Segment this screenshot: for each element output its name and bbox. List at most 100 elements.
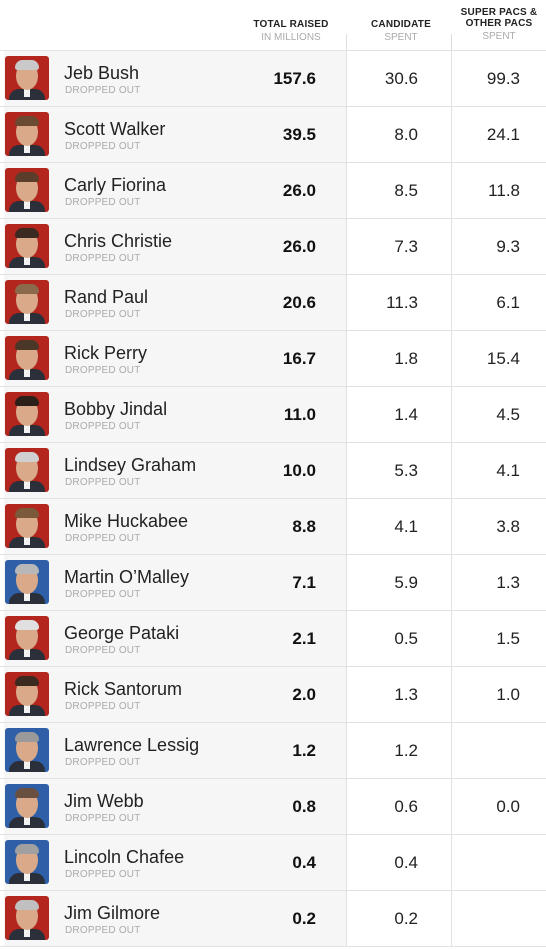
row-shading [4,107,346,162]
candidate-photo [5,896,49,940]
total-raised-value: 11.0 [283,405,316,424]
table-header: TOTAL RAISED IN MILLIONS CANDIDATE SPENT… [0,0,546,50]
photo-collar [24,89,30,97]
row-shading [4,331,346,386]
photo-collar [24,257,30,265]
photo-collar [24,369,30,377]
candidate-name: Jeb Bush [64,63,140,83]
pac-spent-value: 1.3 [496,573,520,592]
candidate-spent-value: 8.0 [394,125,418,144]
photo-hair [15,60,39,70]
header-pac-label-2: OTHER PACS [465,18,533,29]
photo-collar [24,201,30,209]
column-divider [451,163,452,218]
candidate-status: DROPPED OUT [65,925,141,936]
candidate-spent-value: 5.3 [394,461,418,480]
candidate-name: Chris Christie [64,231,173,251]
row-shading [4,779,346,834]
candidate-photo [5,56,49,100]
candidate-photo [5,280,49,324]
candidate-name: Carly Fiorina [64,175,167,195]
total-raised-value: 26.0 [282,237,316,256]
total-raised-value: 39.5 [282,125,316,144]
candidate-spent-value: 0.6 [394,797,418,816]
row-shading [4,219,346,274]
row-shading [4,499,346,554]
column-divider [346,331,347,386]
column-divider [451,667,452,722]
candidate-status: DROPPED OUT [65,309,141,320]
photo-collar [24,873,30,881]
photo-hair [15,732,39,742]
table-row: George Pataki DROPPED OUT 2.1 0.5 1.5 [0,610,546,666]
photo-hair [15,676,39,686]
candidate-status: DROPPED OUT [65,757,141,768]
column-divider [451,499,452,554]
photo-collar [24,705,30,713]
candidate-spent-value: 11.3 [386,293,418,312]
candidate-spent-value: 1.4 [394,405,418,424]
candidate-name: Lawrence Lessig [64,735,200,755]
header-total-raised: TOTAL RAISED IN MILLIONS [248,19,334,69]
header-pac-sublabel: SPENT [482,31,516,42]
pac-spent-value: 3.8 [496,517,520,536]
pac-spent-value: 4.5 [496,405,520,424]
candidate-status: DROPPED OUT [65,253,141,264]
row-shading [4,891,346,946]
total-raised-value: 26.0 [282,181,316,200]
table-row: Lawrence Lessig DROPPED OUT 1.2 1.2 [0,722,546,778]
row-shading [4,443,346,498]
column-divider [346,723,347,778]
column-divider [346,387,347,442]
row-shading [4,163,346,218]
photo-hair [15,340,39,350]
candidate-status: DROPPED OUT [65,421,141,432]
candidate-photo [5,504,49,548]
header-pac-spent: SUPER PACS & OTHER PACS SPENT [452,7,546,57]
pac-spent-value: 1.5 [496,629,520,648]
photo-hair [15,564,39,574]
candidate-name: Jim Webb [64,791,144,811]
pac-spent-value: 24.1 [486,125,520,144]
total-raised-value: 20.6 [282,293,316,312]
candidate-photo [5,112,49,156]
pac-spent-value: 9.3 [496,237,520,256]
photo-collar [24,593,30,601]
column-divider [346,779,347,834]
column-divider [346,611,347,666]
row-shading [4,835,346,890]
column-divider [346,835,347,890]
total-raised-value: 0.8 [292,797,316,816]
candidate-name: Rick Perry [64,343,148,363]
row-shading [4,611,346,666]
row-shading [4,555,346,610]
table-row: Chris Christie DROPPED OUT 26.0 7.3 9.3 [0,218,546,274]
column-divider [346,51,347,106]
candidate-spent-value: 5.9 [394,573,418,592]
header-divider [451,34,452,50]
candidate-status: DROPPED OUT [65,533,141,544]
candidate-photo [5,392,49,436]
photo-hair [15,900,39,910]
candidate-name: Martin O’Malley [64,567,190,587]
table-row: Lincoln Chafee DROPPED OUT 0.4 0.4 [0,834,546,890]
photo-collar [24,761,30,769]
candidate-photo [5,336,49,380]
pac-spent-value: 15.4 [486,349,520,368]
candidate-spent-value: 0.4 [394,853,418,872]
candidate-status: DROPPED OUT [65,85,141,96]
table-row: Jeb Bush DROPPED OUT 157.6 30.6 99.3 [0,50,546,106]
pac-spent-value: 6.1 [496,293,520,312]
table-row: Rick Perry DROPPED OUT 16.7 1.8 15.4 [0,330,546,386]
column-divider [451,779,452,834]
candidate-spent-value: 7.3 [394,237,418,256]
table-row: Rick Santorum DROPPED OUT 2.0 1.3 1.0 [0,666,546,722]
table-row: Lindsey Graham DROPPED OUT 10.0 5.3 4.1 [0,442,546,498]
table-row: Martin O’Malley DROPPED OUT 7.1 5.9 1.3 [0,554,546,610]
pac-spent-value: 11.8 [488,181,520,200]
table-row: Carly Fiorina DROPPED OUT 26.0 8.5 11.8 [0,162,546,218]
candidate-photo [5,224,49,268]
photo-hair [15,620,39,630]
table-row: Scott Walker DROPPED OUT 39.5 8.0 24.1 [0,106,546,162]
total-raised-value: 157.6 [273,69,316,88]
